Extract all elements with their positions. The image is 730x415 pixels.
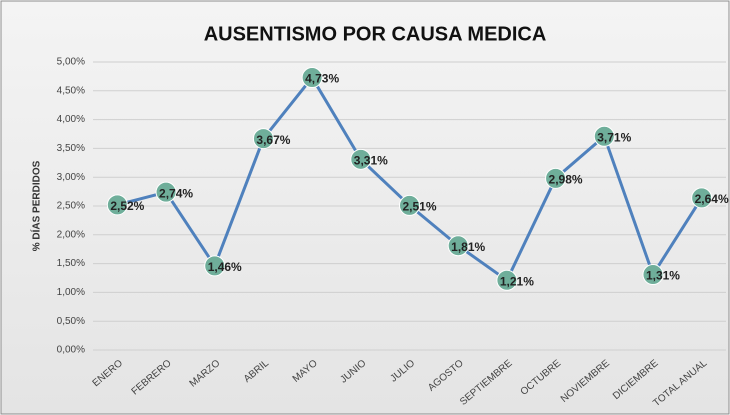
y-tick-label: 4,00% (57, 114, 85, 125)
chart-title: AUSENTISMO POR CAUSA MEDICA (204, 23, 547, 45)
data-label: 2,51% (402, 200, 436, 214)
data-point (252, 128, 274, 150)
data-label: 1,81% (451, 240, 485, 254)
data-point (155, 181, 177, 203)
data-label: 2,74% (159, 186, 193, 200)
data-point (106, 194, 128, 216)
y-tick-label: 3,50% (57, 143, 85, 154)
data-label: 3,31% (354, 154, 388, 168)
y-tick-label: 4,50% (57, 85, 85, 96)
data-label: 2,64% (695, 192, 729, 206)
y-tick-label: 5,00% (57, 57, 85, 68)
y-axis-label: % DÍAS PERDIDOS (30, 160, 43, 251)
data-point (496, 269, 518, 291)
data-label: 3,67% (256, 133, 290, 147)
y-tick-label: 2,00% (57, 229, 85, 240)
data-point (350, 148, 372, 170)
data-point (545, 167, 567, 189)
data-point (593, 125, 615, 147)
data-label: 2,98% (549, 173, 583, 187)
data-label: 3,71% (597, 130, 631, 144)
data-point (204, 255, 226, 277)
y-tick-label: 1,50% (57, 258, 85, 269)
data-label: 2,52% (110, 199, 144, 213)
data-label: 1,46% (208, 260, 242, 274)
data-label: 4,73% (305, 72, 339, 86)
y-tick-label: 0,50% (57, 316, 85, 327)
data-point (642, 264, 664, 286)
y-tick-label: 2,50% (57, 201, 85, 212)
data-point (399, 194, 420, 216)
y-tick-label: 1,00% (57, 287, 85, 298)
data-label: 1,31% (646, 269, 680, 283)
y-tick-label: 3,00% (57, 172, 85, 183)
y-tick-label: 0,00% (57, 345, 85, 356)
data-label: 1,21% (500, 274, 534, 288)
data-point (447, 235, 469, 257)
data-point (301, 67, 323, 89)
data-point (691, 187, 713, 209)
